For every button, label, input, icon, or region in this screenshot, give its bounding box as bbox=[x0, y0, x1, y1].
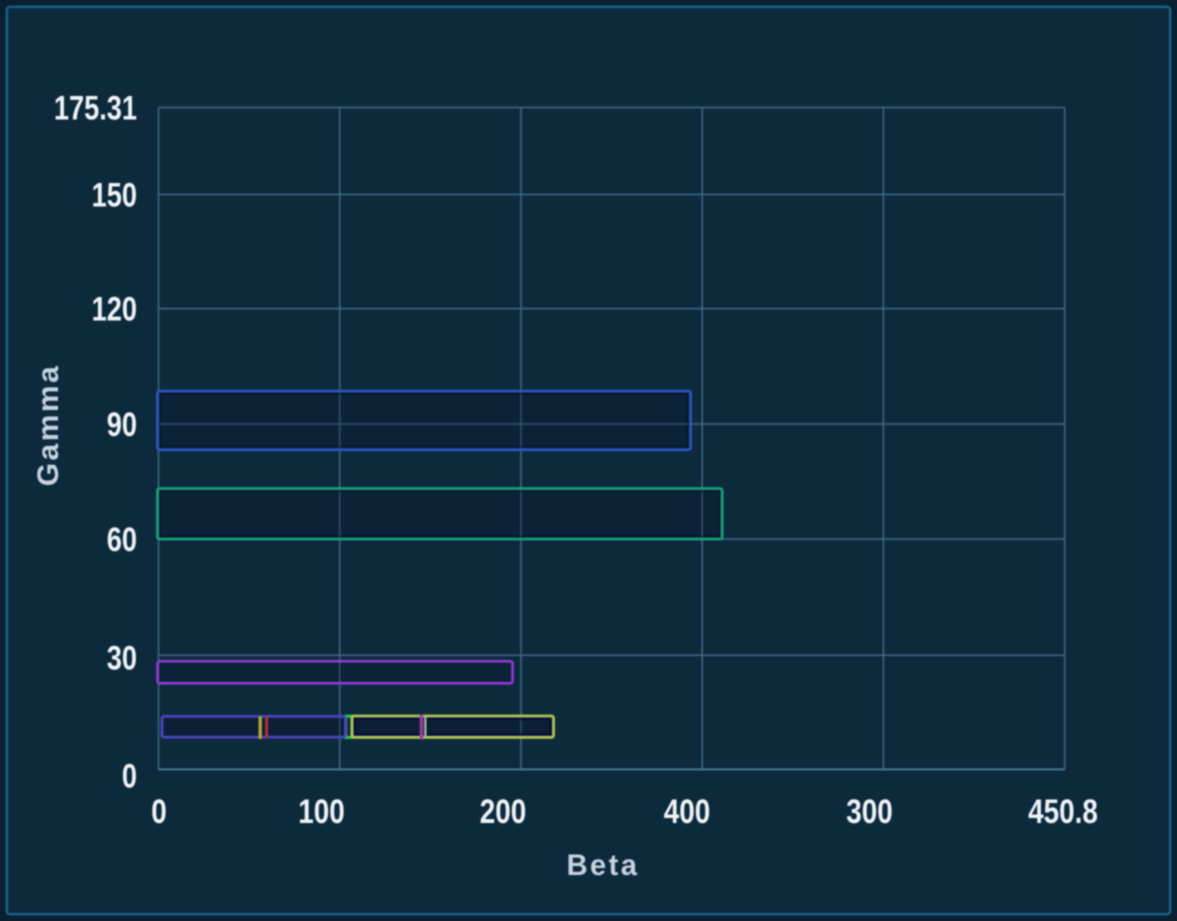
svg-text:175.31: 175.31 bbox=[54, 89, 137, 128]
svg-text:100: 100 bbox=[298, 792, 345, 830]
svg-text:300: 300 bbox=[846, 792, 893, 830]
svg-text:150: 150 bbox=[92, 176, 137, 215]
svg-text:60: 60 bbox=[107, 520, 137, 559]
svg-text:200: 200 bbox=[480, 792, 527, 830]
svg-text:Gamma: Gamma bbox=[32, 364, 65, 487]
svg-text:0: 0 bbox=[151, 792, 167, 830]
svg-text:120: 120 bbox=[92, 290, 137, 329]
svg-text:90: 90 bbox=[107, 405, 137, 444]
svg-text:450.8: 450.8 bbox=[1028, 792, 1098, 830]
svg-text:30: 30 bbox=[107, 638, 137, 677]
svg-text:0: 0 bbox=[122, 756, 137, 795]
svg-text:Beta: Beta bbox=[567, 849, 640, 882]
svg-text:400: 400 bbox=[664, 792, 711, 830]
